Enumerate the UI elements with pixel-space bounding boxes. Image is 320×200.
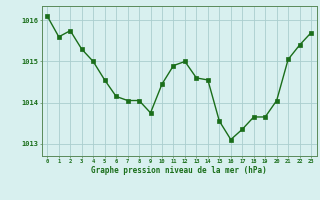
- X-axis label: Graphe pression niveau de la mer (hPa): Graphe pression niveau de la mer (hPa): [91, 166, 267, 175]
